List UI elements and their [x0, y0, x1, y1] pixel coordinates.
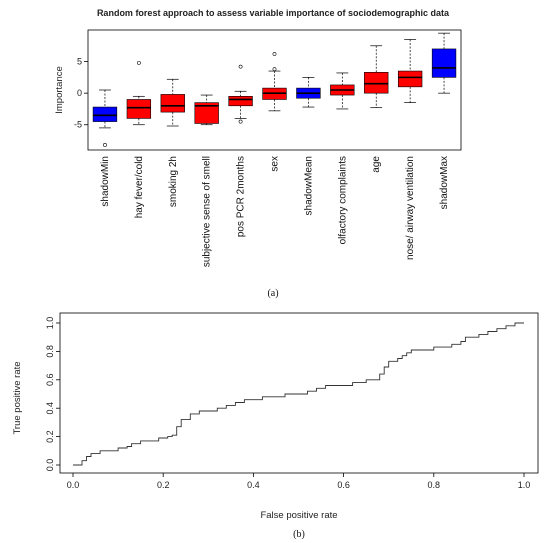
- box-olfactory-complaints: [330, 72, 355, 110]
- box-body: [228, 96, 253, 107]
- y-tick-label: 0.4: [45, 402, 55, 415]
- boxplot-panel: Random forest approach to assess variabl…: [54, 8, 462, 299]
- box-shadowmax: [431, 32, 457, 94]
- category-label: age: [371, 156, 382, 173]
- panel-label-b: (b): [293, 529, 305, 540]
- roc-x-axis-label: False positive rate: [260, 510, 337, 521]
- box-hay-fever-cold: [126, 60, 152, 126]
- roc-plot-frame: [59, 312, 539, 474]
- box-sex: [262, 52, 287, 112]
- roc-curve: [73, 322, 524, 466]
- y-tick-label: 0.0: [45, 459, 55, 472]
- boxplot-boxes: [92, 32, 457, 147]
- boxplot-plot-frame: [87, 29, 462, 151]
- box-body: [364, 72, 389, 94]
- x-tick-label: 0.4: [247, 480, 260, 490]
- box-body: [126, 99, 152, 119]
- panel-label-a: (a): [267, 288, 278, 299]
- x-tick-label: 0.2: [157, 480, 170, 490]
- boxplot-y-axis-label: Importance: [54, 66, 65, 114]
- box-age: [364, 45, 389, 109]
- y-tick-label: 1.0: [45, 317, 55, 330]
- outlier-point: [103, 143, 107, 147]
- category-label: shadowMin: [100, 156, 111, 207]
- box-body: [92, 106, 118, 122]
- roc-y-axis: 0.0 0.2 0.4 0.6 0.8 1.0: [45, 317, 60, 472]
- category-label: shadowMax: [439, 156, 450, 209]
- y-tick-label: -5: [74, 120, 82, 130]
- box-body: [160, 94, 185, 113]
- boxplot-category-labels: shadowMin hay fever/cold smoking 2h subject…: [100, 156, 450, 268]
- roc-x-axis: 0.0 0.2 0.4 0.6 0.8 1.0: [67, 473, 531, 490]
- category-label: olfactory complaints: [337, 156, 348, 244]
- box-shadowmean: [296, 77, 321, 108]
- y-tick-label: 0.8: [45, 345, 55, 358]
- category-label: sex: [270, 156, 281, 172]
- box-body: [194, 102, 219, 124]
- box-pos-pcr-2months: [228, 64, 253, 124]
- x-tick-label: 0.8: [428, 480, 441, 490]
- box-smoking-2h: [160, 78, 185, 127]
- x-tick-label: 0.0: [67, 480, 80, 490]
- box-subjective-sense-of-smell: [194, 94, 219, 126]
- roc-panel: True positive rate False positive rate 0…: [12, 312, 539, 540]
- box-shadowmin: [92, 89, 118, 147]
- box-nose-airway-ventilation: [397, 39, 423, 103]
- outlier-point: [238, 119, 243, 124]
- category-label: shadowMean: [303, 156, 314, 215]
- outlier-point: [136, 60, 141, 65]
- outlier-point: [272, 52, 277, 56]
- outlier-point: [238, 64, 243, 69]
- y-tick-label: 5: [77, 57, 82, 67]
- boxplot-y-axis: -5 0 5: [74, 57, 88, 130]
- x-tick-label: 0.6: [337, 480, 350, 490]
- category-label: hay fever/cold: [134, 156, 145, 218]
- box-body: [397, 70, 423, 88]
- y-tick-label: 0.2: [45, 430, 55, 443]
- category-label: nose/ airway ventilation: [405, 156, 416, 260]
- outlier-point: [272, 67, 277, 72]
- y-tick-label: 0: [77, 88, 82, 98]
- x-tick-label: 1.0: [518, 480, 531, 490]
- y-tick-label: 0.6: [45, 374, 55, 387]
- category-label: subjective sense of smell: [202, 156, 213, 267]
- boxplot-title: Random forest approach to assess variabl…: [97, 8, 450, 18]
- category-label: smoking 2h: [168, 156, 179, 207]
- box-body: [431, 48, 457, 78]
- category-label: pos PCR 2months: [236, 156, 247, 237]
- roc-y-axis-label: True positive rate: [12, 361, 23, 434]
